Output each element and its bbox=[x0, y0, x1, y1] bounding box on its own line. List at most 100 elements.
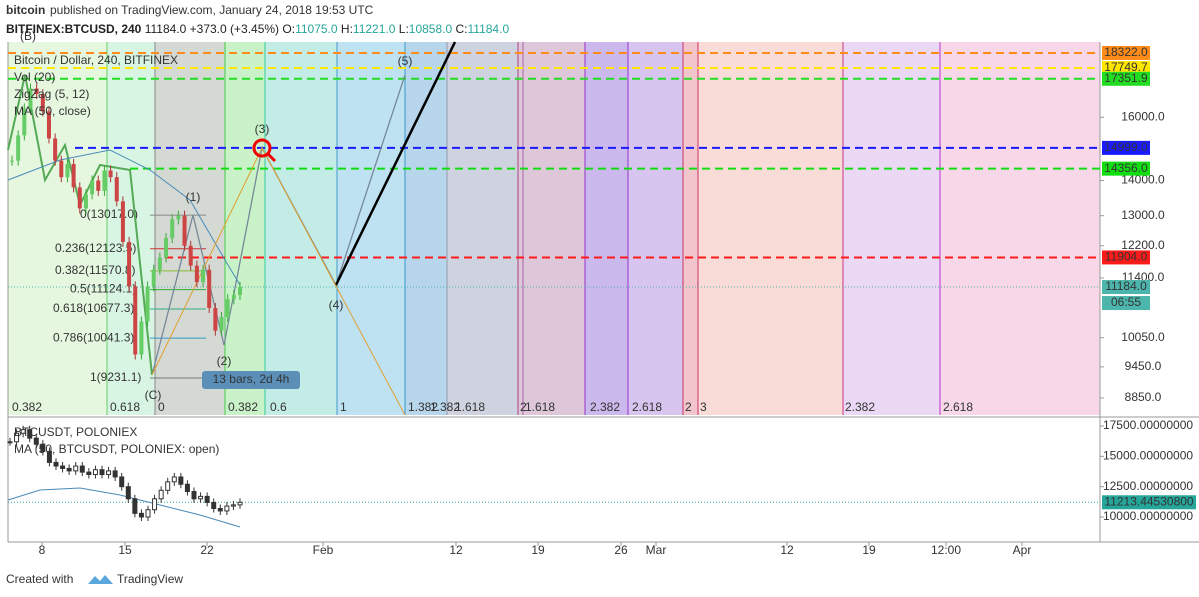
price-level-tag bbox=[1102, 140, 1150, 155]
fib-time-label: 3 bbox=[700, 400, 707, 414]
fib-retracement-label: 0.786(10041.3) bbox=[53, 330, 134, 344]
wave-label: (2) bbox=[217, 354, 232, 368]
fib-time-label: 2.382 bbox=[845, 400, 875, 414]
fib-time-zone bbox=[585, 42, 628, 415]
measure-tooltip bbox=[202, 371, 300, 389]
candle bbox=[225, 299, 230, 317]
lower-candle bbox=[33, 437, 39, 445]
fib-time-zone bbox=[265, 42, 337, 415]
time-label: 19 bbox=[531, 543, 545, 557]
price-tick-label: 16000.0 bbox=[1121, 109, 1165, 123]
lower-candle bbox=[165, 481, 171, 491]
fib-time-zone bbox=[698, 42, 843, 415]
candle bbox=[16, 135, 21, 161]
lower-ma bbox=[7, 487, 241, 528]
lower-candle bbox=[27, 429, 33, 439]
price-level-label: 11184.0 bbox=[1105, 279, 1147, 293]
lower-candle bbox=[14, 432, 20, 443]
lower-candle bbox=[191, 491, 197, 500]
fib-time-label: 1.618 bbox=[455, 400, 485, 414]
lower-candle bbox=[211, 501, 217, 510]
fib-retracement-label: 1(9231.1) bbox=[90, 370, 141, 384]
target-marker bbox=[252, 138, 272, 158]
fib-time-zone bbox=[628, 42, 683, 415]
candle bbox=[164, 238, 169, 258]
price-level-tag bbox=[1102, 61, 1150, 76]
price-level-tag bbox=[1102, 161, 1150, 176]
lower-tick-label: 17500.00000000 bbox=[1103, 418, 1193, 432]
ohlc-key: H: bbox=[341, 22, 353, 36]
fib-time-label: 0.618 bbox=[110, 400, 140, 414]
time-label: 8 bbox=[39, 543, 46, 557]
candle bbox=[219, 316, 224, 331]
price-level-tag bbox=[1102, 250, 1150, 265]
ohlc-value: 11184.0 bbox=[468, 22, 510, 36]
lower-candle bbox=[60, 465, 66, 469]
wave-label: (B) bbox=[20, 29, 36, 43]
change: +373.0 (+3.45%) bbox=[190, 22, 279, 36]
fib-time-zone bbox=[225, 42, 265, 415]
candle bbox=[90, 180, 95, 195]
fib-time-label: 2.618 bbox=[632, 400, 662, 414]
fib-retracement-label: 0.5(11124.1) bbox=[70, 282, 136, 296]
lower-last-tag bbox=[1102, 495, 1196, 510]
candle bbox=[213, 308, 218, 331]
candle bbox=[207, 269, 212, 309]
lower-candle bbox=[106, 470, 112, 476]
lower-candle bbox=[66, 467, 72, 472]
time-label: 12 bbox=[780, 543, 794, 557]
fib-time-label: 1.382 bbox=[408, 400, 438, 414]
ohlc-value: 11075.0 bbox=[295, 22, 338, 36]
time-label: 15 bbox=[118, 543, 132, 557]
wave-label: (C) bbox=[145, 388, 162, 402]
ohlc-key: C: bbox=[456, 22, 468, 36]
price-level-label: 18322.0 bbox=[1104, 45, 1148, 59]
fib-time-label: 0 bbox=[158, 400, 165, 414]
candle bbox=[59, 160, 64, 178]
price-tick-label: 10050.0 bbox=[1121, 330, 1165, 344]
time-label: 22 bbox=[200, 543, 214, 557]
fib-time-zone bbox=[337, 42, 405, 415]
candle bbox=[34, 88, 39, 95]
countdown-label: 06:55 bbox=[1111, 295, 1141, 309]
lower-candle bbox=[145, 509, 151, 518]
candle bbox=[120, 201, 125, 242]
lower-candle bbox=[53, 461, 59, 467]
ohlc-key: L: bbox=[399, 22, 409, 36]
countdown-tag bbox=[1102, 296, 1150, 311]
candle bbox=[176, 215, 181, 220]
footer-brand[interactable]: TradingView bbox=[117, 572, 183, 586]
lower-candle bbox=[152, 498, 158, 511]
candle bbox=[139, 321, 144, 355]
fib-time-label: 2 bbox=[685, 400, 692, 414]
lower-candle bbox=[86, 471, 92, 476]
fib-time-zone bbox=[518, 42, 585, 415]
wave-label: (5) bbox=[398, 54, 413, 68]
candle bbox=[102, 170, 107, 191]
fib-time-label: 0.382 bbox=[228, 400, 258, 414]
author: bitcoin bbox=[6, 3, 45, 17]
time-label: 12 bbox=[449, 543, 463, 557]
candle bbox=[96, 180, 101, 191]
candle bbox=[182, 215, 187, 246]
lower-candle bbox=[158, 489, 164, 500]
fib-time-label: 1.382 bbox=[430, 400, 460, 414]
ma-line bbox=[7, 149, 241, 286]
fib-time-label: 2.382 bbox=[590, 400, 620, 414]
lower-candle bbox=[79, 465, 85, 473]
price-level-label: 17351.9 bbox=[1104, 71, 1148, 85]
fib-time-label: 2.618 bbox=[943, 400, 973, 414]
target-marker-handle bbox=[266, 152, 277, 163]
lower-candle bbox=[217, 508, 223, 512]
footer-prefix: Created with bbox=[6, 572, 73, 586]
lower-candle bbox=[237, 501, 243, 506]
lower-candle bbox=[73, 465, 79, 472]
lower-candle bbox=[119, 476, 125, 488]
price-level-tag bbox=[1102, 71, 1150, 86]
legend-item: Bitcoin / Dollar, 240, BITFINEX bbox=[14, 53, 178, 67]
lower-legend-item: MA (50, BTCUSDT, POLONIEX: open) bbox=[14, 442, 219, 456]
fib-retracement-label: 0(13017.0) bbox=[80, 207, 138, 221]
candle bbox=[53, 138, 58, 161]
